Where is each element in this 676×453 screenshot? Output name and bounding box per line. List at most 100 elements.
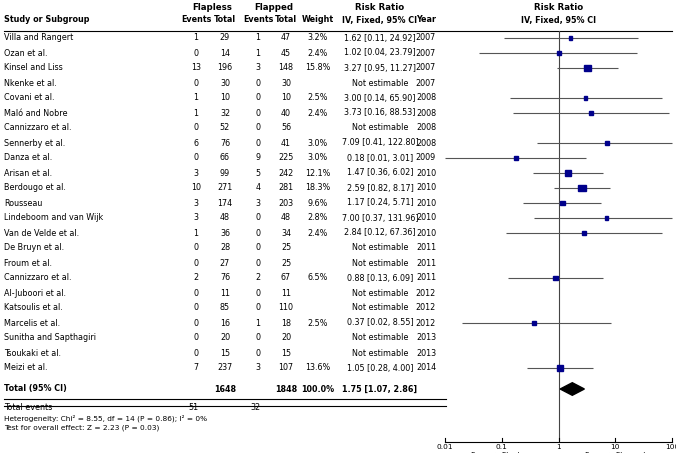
- Text: 2008: 2008: [416, 139, 436, 148]
- Text: 1: 1: [193, 228, 199, 237]
- Text: 10: 10: [191, 183, 201, 193]
- Text: Not estimable: Not estimable: [352, 78, 408, 87]
- Text: Events: Events: [243, 15, 273, 24]
- Bar: [578, 185, 585, 191]
- Text: 25: 25: [281, 244, 291, 252]
- Text: 2010: 2010: [416, 198, 436, 207]
- Text: 32: 32: [220, 109, 230, 117]
- Text: 3: 3: [193, 213, 199, 222]
- Text: Cannizzaro et al.: Cannizzaro et al.: [4, 124, 72, 132]
- Text: 25: 25: [281, 259, 291, 268]
- Text: 2.4%: 2.4%: [308, 109, 328, 117]
- Text: 0: 0: [193, 48, 199, 58]
- Text: IV, Fixed, 95% CI: IV, Fixed, 95% CI: [521, 15, 596, 24]
- Text: 2007: 2007: [416, 34, 436, 43]
- Text: 0: 0: [256, 139, 260, 148]
- Text: 237: 237: [218, 363, 233, 372]
- Text: 2010: 2010: [416, 228, 436, 237]
- Text: 0: 0: [256, 304, 260, 313]
- Text: 0: 0: [193, 244, 199, 252]
- Text: 174: 174: [218, 198, 233, 207]
- Text: 51: 51: [188, 404, 198, 413]
- Text: 0: 0: [256, 348, 260, 357]
- Text: 10: 10: [610, 444, 620, 450]
- Text: Villa and Rangert: Villa and Rangert: [4, 34, 73, 43]
- Text: 32: 32: [250, 404, 260, 413]
- Text: 18: 18: [281, 318, 291, 328]
- Text: 1.02 [0.04, 23.79]: 1.02 [0.04, 23.79]: [344, 48, 416, 58]
- Text: 0: 0: [256, 124, 260, 132]
- Text: 13.6%: 13.6%: [306, 363, 331, 372]
- Text: Katsoulis et al.: Katsoulis et al.: [4, 304, 63, 313]
- Text: Heterogeneity: Chi² = 8.55, df = 14 (P = 0.86); I² = 0%: Heterogeneity: Chi² = 8.55, df = 14 (P =…: [4, 414, 207, 422]
- Text: 0: 0: [193, 348, 199, 357]
- Text: 0: 0: [256, 93, 260, 102]
- Text: 30: 30: [220, 78, 230, 87]
- Text: Not estimable: Not estimable: [352, 289, 408, 298]
- Text: 66: 66: [220, 154, 230, 163]
- Text: 1.05 [0.28, 4.00]: 1.05 [0.28, 4.00]: [347, 363, 413, 372]
- Text: 56: 56: [281, 124, 291, 132]
- Text: Froum et al.: Froum et al.: [4, 259, 52, 268]
- Text: 2.5%: 2.5%: [308, 318, 329, 328]
- Text: Marcelis et al.: Marcelis et al.: [4, 318, 60, 328]
- Text: Meizi et al.: Meizi et al.: [4, 363, 47, 372]
- Text: 225: 225: [279, 154, 293, 163]
- Text: 15.8%: 15.8%: [306, 63, 331, 72]
- Text: 0: 0: [256, 259, 260, 268]
- Text: Lindeboom and van Wijk: Lindeboom and van Wijk: [4, 213, 103, 222]
- Text: 20: 20: [220, 333, 230, 342]
- Text: 9.6%: 9.6%: [308, 198, 328, 207]
- Text: Rousseau: Rousseau: [4, 198, 43, 207]
- Text: 1.75 [1.07, 2.86]: 1.75 [1.07, 2.86]: [343, 385, 418, 394]
- Text: 1648: 1648: [214, 385, 236, 394]
- Text: 2014: 2014: [416, 363, 436, 372]
- Text: 34: 34: [281, 228, 291, 237]
- Text: Ozan et al.: Ozan et al.: [4, 48, 47, 58]
- Text: 27: 27: [220, 259, 230, 268]
- Text: Test for overall effect: Z = 2.23 (P = 0.03): Test for overall effect: Z = 2.23 (P = 0…: [4, 425, 160, 431]
- Text: Favours Flapped: Favours Flapped: [585, 452, 646, 453]
- Text: Flapped: Flapped: [254, 4, 293, 13]
- Text: 1848: 1848: [275, 385, 297, 394]
- Bar: [569, 36, 573, 40]
- Text: Total: Total: [214, 15, 236, 24]
- Text: 2011: 2011: [416, 244, 436, 252]
- Text: 2012: 2012: [416, 289, 436, 298]
- Text: 15: 15: [220, 348, 230, 357]
- Text: Events: Events: [180, 15, 211, 24]
- Text: 7: 7: [193, 363, 199, 372]
- Text: 0: 0: [256, 78, 260, 87]
- Text: 2010: 2010: [416, 183, 436, 193]
- Text: 7.09 [0.41, 122.80]: 7.09 [0.41, 122.80]: [341, 139, 418, 148]
- Text: 30: 30: [281, 78, 291, 87]
- Text: Sunitha and Sapthagiri: Sunitha and Sapthagiri: [4, 333, 96, 342]
- Text: 76: 76: [220, 139, 230, 148]
- Text: 2.8%: 2.8%: [308, 213, 328, 222]
- Text: 2013: 2013: [416, 348, 436, 357]
- Text: Not estimable: Not estimable: [352, 259, 408, 268]
- Text: 2.59 [0.82, 8.17]: 2.59 [0.82, 8.17]: [347, 183, 414, 193]
- Text: 2012: 2012: [416, 318, 436, 328]
- Text: Danza et al.: Danza et al.: [4, 154, 52, 163]
- Text: 2007: 2007: [416, 78, 436, 87]
- Bar: [605, 141, 608, 145]
- Text: 0: 0: [193, 124, 199, 132]
- Text: Maló and Nobre: Maló and Nobre: [4, 109, 68, 117]
- Text: 0: 0: [256, 289, 260, 298]
- Text: 3: 3: [256, 363, 260, 372]
- Text: 48: 48: [281, 213, 291, 222]
- Text: 2.84 [0.12, 67.36]: 2.84 [0.12, 67.36]: [344, 228, 416, 237]
- Bar: [556, 365, 563, 371]
- Text: 2007: 2007: [416, 48, 436, 58]
- Text: Not estimable: Not estimable: [352, 348, 408, 357]
- Text: 3: 3: [256, 198, 260, 207]
- Text: 48: 48: [220, 213, 230, 222]
- Text: 3: 3: [193, 169, 199, 178]
- Text: 1.62 [0.11, 24.92]: 1.62 [0.11, 24.92]: [344, 34, 416, 43]
- Bar: [589, 111, 593, 115]
- Text: 0.37 [0.02, 8.55]: 0.37 [0.02, 8.55]: [347, 318, 414, 328]
- Text: 3.0%: 3.0%: [308, 154, 328, 163]
- Text: Weight: Weight: [302, 15, 334, 24]
- Text: 10: 10: [220, 93, 230, 102]
